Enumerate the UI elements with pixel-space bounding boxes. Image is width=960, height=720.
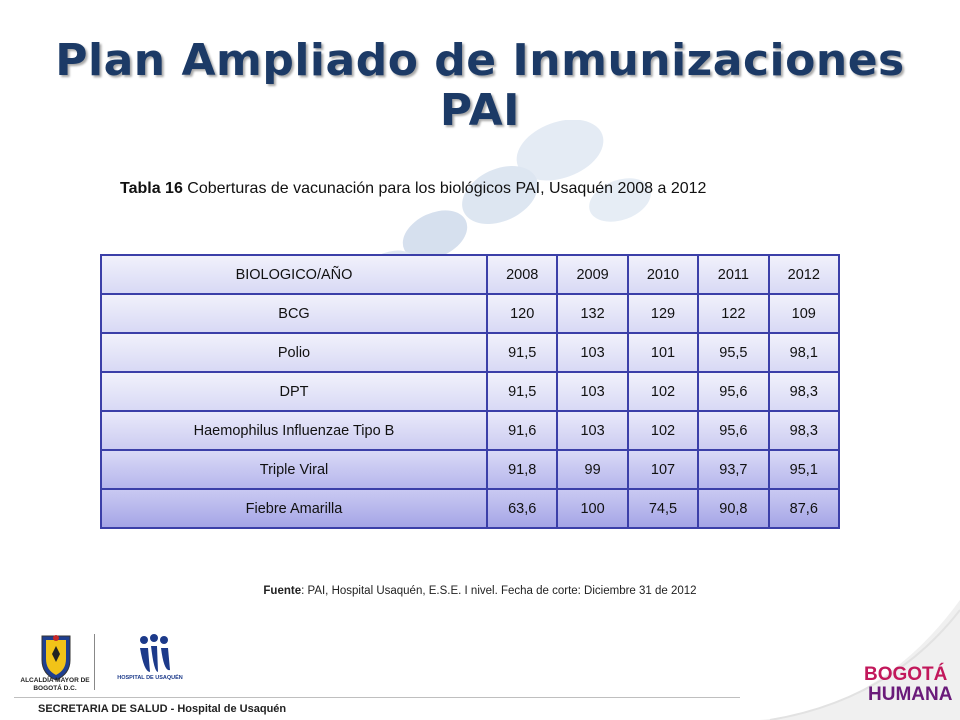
hospital-label: HOSPITAL DE USAQUÉN [117, 675, 183, 681]
title-line-1: Plan Ampliado de Inmunizaciones [55, 35, 905, 86]
hospital-logo-icon [140, 634, 170, 672]
coverage-value-cell: 95,6 [699, 412, 768, 449]
coverage-value-cell: 102 [628, 412, 698, 449]
alcaldia-label: ALCALDÍA MAYOR DE BOGOTÁ D.C. [20, 677, 90, 692]
corner-decoration [760, 600, 960, 720]
coverage-value-cell: 95,1 [769, 451, 838, 488]
coverage-value-cell: 74,5 [628, 490, 698, 527]
coverage-value-cell: 91,5 [488, 334, 557, 371]
coverage-value-cell: 98,3 [769, 412, 838, 449]
coverage-value-cell: 103 [558, 334, 627, 371]
caption-label: Tabla 16 [120, 180, 183, 197]
coverage-table: BIOLOGICO/AÑO 2008 2009 2010 2011 2012 BCG 120 1… [100, 254, 840, 529]
source-note: Fuente: PAI, Hospital Usaquén, E.S.E. I … [0, 585, 960, 597]
coverage-value-cell: 122 [699, 295, 768, 332]
table-header-cell: BIOLOGICO/AÑO [102, 256, 486, 293]
coverage-value-cell: 101 [628, 334, 698, 371]
coverage-value-cell: 107 [628, 451, 698, 488]
coverage-value-cell: 91,5 [488, 373, 557, 410]
watermark-graphic [362, 120, 651, 290]
table-header-cell: 2009 [558, 256, 627, 293]
table-header-cell: 2010 [628, 256, 698, 293]
table-row: Haemophilus Influenzae Tipo B 91,6 103 102 9… [102, 412, 838, 449]
biologic-name-cell: Polio [102, 334, 486, 371]
coverage-value-cell: 103 [558, 373, 627, 410]
title-line-2: PAI [439, 85, 521, 136]
table-header-cell: 2008 [488, 256, 557, 293]
coverage-value-cell: 120 [488, 295, 557, 332]
table-row: Triple Viral 91,8 99 107 93,7 95,1 [102, 451, 838, 488]
coverage-value-cell: 98,3 [769, 373, 838, 410]
biologic-name-cell: BCG [102, 295, 486, 332]
table-caption: Tabla 16 Coberturas de vacunación para l… [120, 180, 706, 198]
coverage-value-cell: 95,6 [699, 373, 768, 410]
source-label: Fuente [263, 585, 302, 597]
table-row: Polio 91,5 103 101 95,5 98,1 [102, 334, 838, 371]
footer-text: SECRETARIA DE SALUD - Hospital de Usaqué… [38, 703, 287, 715]
bogota-humana-logo: BOGOTÁ HUMANA [864, 664, 953, 710]
coverage-value-cell: 63,6 [488, 490, 557, 527]
biologic-name-cell: DPT [102, 373, 486, 410]
coverage-value-cell: 132 [558, 295, 627, 332]
table-row: BCG 120 132 129 122 109 [102, 295, 838, 332]
page-title: Plan Ampliado de Inmunizaciones PAI [0, 36, 960, 136]
coverage-value-cell: 98,1 [769, 334, 838, 371]
coverage-value-cell: 103 [558, 412, 627, 449]
bogota-word: BOGOTÁ [864, 664, 948, 685]
table-header-cell: 2012 [769, 256, 838, 293]
coverage-value-cell: 91,8 [488, 451, 557, 488]
coverage-value-cell: 90,8 [699, 490, 768, 527]
coverage-value-cell: 100 [558, 490, 627, 527]
caption-text: Coberturas de vacunación para los biológ… [182, 180, 707, 197]
coverage-value-cell: 109 [769, 295, 838, 332]
biologic-name-cell: Triple Viral [102, 451, 486, 488]
table-row: Fiebre Amarilla 63,6 100 74,5 90,8 87,6 [102, 490, 838, 527]
table-header-cell: 2011 [699, 256, 768, 293]
coverage-value-cell: 99 [558, 451, 627, 488]
coverage-value-cell: 129 [628, 295, 698, 332]
source-text: : PAI, Hospital Usaquén, E.S.E. I nivel.… [301, 585, 697, 597]
coverage-value-cell: 93,7 [699, 451, 768, 488]
biologic-name-cell: Haemophilus Influenzae Tipo B [102, 412, 486, 449]
bogota-shield-icon [41, 635, 71, 681]
footer-rule [14, 697, 740, 698]
table-row: DPT 91,5 103 102 95,6 98,3 [102, 373, 838, 410]
coverage-value-cell: 95,5 [699, 334, 768, 371]
biologic-name-cell: Fiebre Amarilla [102, 490, 486, 527]
coverage-value-cell: 87,6 [769, 490, 838, 527]
humana-word: HUMANA [868, 684, 953, 705]
logo-divider [94, 634, 95, 690]
coverage-value-cell: 102 [628, 373, 698, 410]
coverage-value-cell: 91,6 [488, 412, 557, 449]
table-header-row: BIOLOGICO/AÑO 2008 2009 2010 2011 2012 [102, 256, 838, 293]
